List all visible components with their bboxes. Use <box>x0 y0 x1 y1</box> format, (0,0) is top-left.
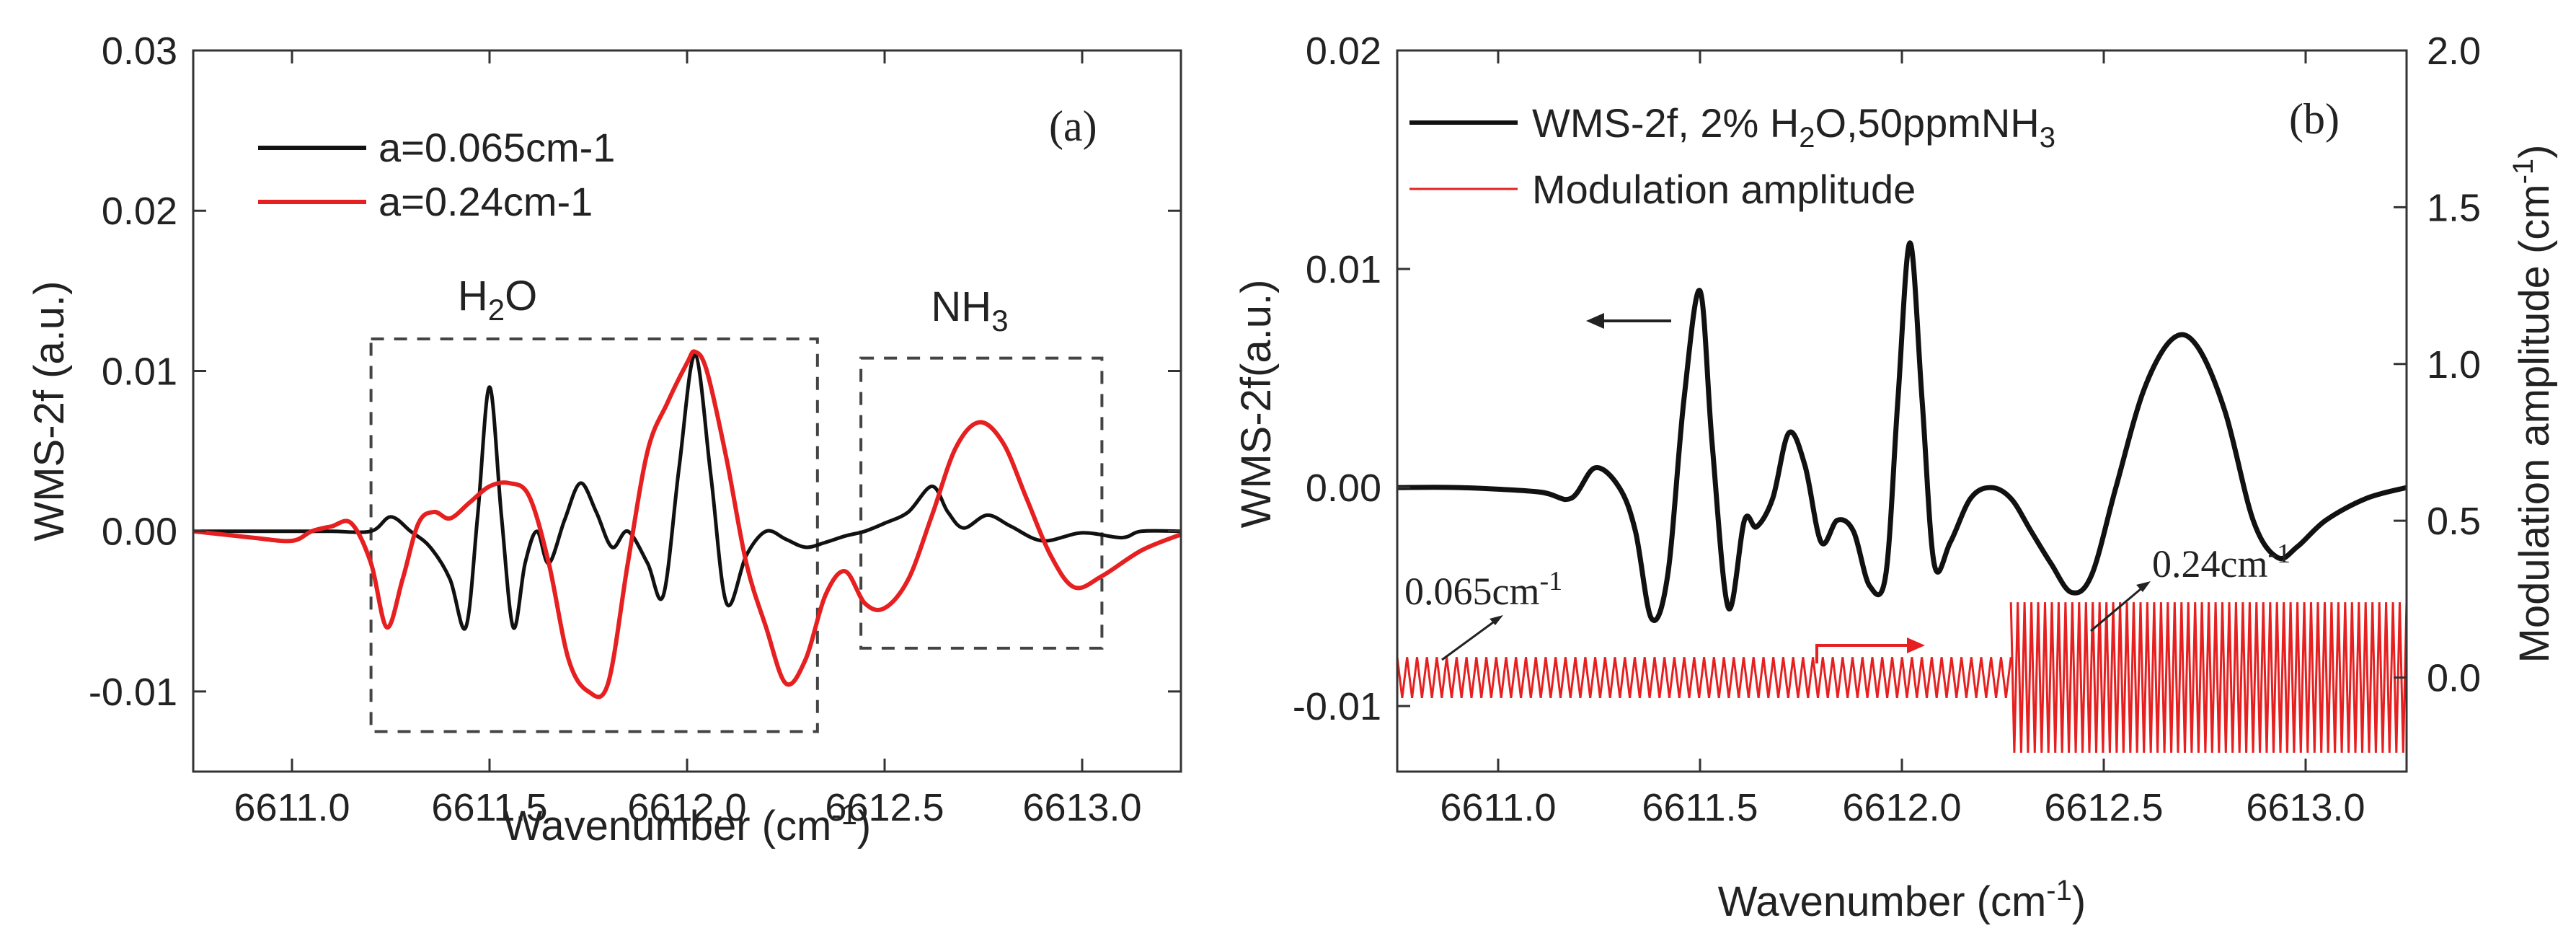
y-tick-label: 0.00 <box>102 511 177 554</box>
x-tick-label: 6611.5 <box>1642 786 1758 829</box>
axis-ticks: 6611.0 6611.5 6612.0 6612.5 6613.0 -0.01 0.00 0… <box>89 30 1181 829</box>
series-lines <box>193 349 1181 699</box>
series-line-1 <box>193 353 1181 631</box>
modulation-high-segment <box>2009 602 2407 753</box>
low-amp-pointer <box>1441 617 1499 661</box>
y-tick-label: 0.00 <box>1306 467 1381 510</box>
y-tick-label: 0.01 <box>1306 248 1381 291</box>
nh3-annotation: NH3 <box>931 283 1008 337</box>
y-tick-label: -0.01 <box>89 671 177 714</box>
high-amp-pointer-head-icon <box>2136 581 2151 592</box>
legend-label-series-2: a=0.24cm-1 <box>379 179 593 224</box>
panel-b: 6611.0 6611.5 6612.0 6612.5 6613.0 -0.01 0.00 0… <box>1233 30 2558 925</box>
x-tick-label: 6612.5 <box>2044 786 2163 829</box>
x-tick-label: 6612.0 <box>1842 786 1961 829</box>
x-tick-label: 6612.5 <box>825 786 944 829</box>
legend-label-modulation: Modulation amplitude <box>1532 167 1916 212</box>
y2-tick-label: 1.0 <box>2427 343 2481 387</box>
series-lines <box>1397 240 2407 623</box>
x-tick-label: 6611.5 <box>431 786 547 829</box>
legend-label-series-1: a=0.065cm-1 <box>379 125 615 170</box>
panel-label-a: (a) <box>1049 102 1097 150</box>
series-line-1 <box>1397 240 2407 623</box>
high-amp-annotation: 0.24cm-1 <box>2152 539 2290 586</box>
legend-label-wms: WMS-2f, 2% H2O,50ppmNH3 <box>1532 100 2055 154</box>
panel-a: 6611.0 6611.5 6612.0 6612.5 6613.0 -0.01 0.00 0… <box>26 30 1182 849</box>
annotation-arrows <box>1441 313 2151 663</box>
high-amp-pointer <box>2090 584 2146 632</box>
y2-tick-label: 2.0 <box>2427 30 2481 73</box>
region-boxes <box>369 337 1104 733</box>
axis-ticks: 6611.0 6611.5 6612.0 6612.5 6613.0 -0.01 0.00 0… <box>1293 30 2481 829</box>
x-axis-title-a: Wavenumber (cm-1) <box>503 799 871 849</box>
x-axis-title-b: Wavenumber (cm-1) <box>1718 875 2086 925</box>
y2-tick-label: 0.5 <box>2427 500 2481 543</box>
y-axis-title-b: WMS-2f(a.u.) <box>1233 280 1280 529</box>
y-tick-label: 0.02 <box>102 190 177 233</box>
y-tick-label: -0.01 <box>1293 685 1381 728</box>
y-tick-label: 0.03 <box>102 30 177 73</box>
y-tick-label: 0.01 <box>102 350 177 393</box>
panel-label-b: (b) <box>2289 95 2340 143</box>
x-tick-label: 6611.0 <box>1440 786 1556 829</box>
series-line-2 <box>193 349 1181 699</box>
legend-b: WMS-2f, 2% H2O,50ppmNH3 Modulation ampli… <box>1409 100 2055 212</box>
modulation-low-segment <box>1397 657 2012 698</box>
h2o-box <box>369 337 819 733</box>
y-axis-title-a: WMS-2f (a.u.) <box>26 281 73 542</box>
right-arrow-head-icon <box>1907 637 1925 653</box>
modulation-amplitude-trace <box>1397 602 2407 753</box>
legend-a: a=0.065cm-1 a=0.24cm-1 <box>258 125 615 224</box>
low-amp-pointer-head-icon <box>1490 615 1503 625</box>
x-tick-label: 6613.0 <box>1022 786 1141 829</box>
y2-axis-title-b: Modulation amplitude (cm-1) <box>2508 145 2558 663</box>
x-tick-label: 6611.0 <box>234 786 350 829</box>
x-tick-label: 6612.0 <box>627 786 746 829</box>
x-tick-label: 6613.0 <box>2246 786 2365 829</box>
nh3-box <box>859 356 1104 650</box>
right-arrow-line <box>1815 644 1914 663</box>
h2o-annotation: H2O <box>458 273 537 327</box>
left-arrow-head-icon <box>1586 313 1604 329</box>
y-tick-label: 0.02 <box>1306 30 1381 73</box>
low-amp-annotation: 0.065cm-1 <box>1404 566 1562 613</box>
y2-tick-label: 1.5 <box>2427 186 2481 229</box>
y2-tick-label: 0.0 <box>2427 657 2481 700</box>
